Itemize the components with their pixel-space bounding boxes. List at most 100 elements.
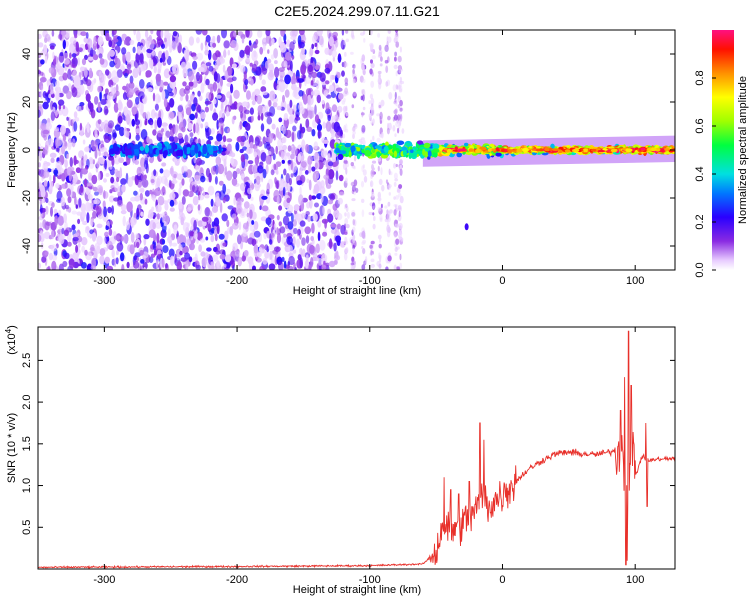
heatmap-cell xyxy=(209,210,213,217)
heatmap-cell xyxy=(71,87,78,98)
heatmap-cell xyxy=(146,48,153,54)
heatmap-cell xyxy=(386,185,391,191)
heatmap-cell xyxy=(153,55,159,64)
heatmap-cell xyxy=(345,224,350,229)
heatmap-cell xyxy=(299,220,306,227)
heatmap-cell xyxy=(62,105,66,110)
heatmap-cell xyxy=(125,220,130,231)
heatmap-cell xyxy=(301,145,305,153)
heatmap-cell xyxy=(296,238,300,248)
heatmap-cell xyxy=(281,256,285,263)
heatmap-cell xyxy=(219,254,226,260)
heatmap-cells xyxy=(38,30,675,270)
heatmap-cell xyxy=(230,83,234,94)
heatmap-cell xyxy=(78,242,81,248)
heatmap-cell xyxy=(236,168,241,175)
heatmap-cell xyxy=(107,120,115,129)
heatmap-cell xyxy=(239,182,247,192)
heatmap-cell xyxy=(378,44,382,51)
heatmap-cell xyxy=(222,196,226,204)
heatmap-cell xyxy=(332,31,339,38)
heatmap-cell xyxy=(133,190,138,196)
heatmap-cell xyxy=(378,51,383,57)
heatmap-cell xyxy=(253,244,259,254)
heatmap-cell xyxy=(297,78,304,83)
heatmap-cell xyxy=(226,170,233,181)
heatmap-cell xyxy=(314,171,320,179)
heatmap-cell xyxy=(249,209,253,219)
heatmap-cell xyxy=(343,108,346,116)
heatmap-cell xyxy=(247,237,255,245)
heatmap-cell xyxy=(148,39,155,50)
heatmap-cell xyxy=(120,178,127,186)
heatmap-cell xyxy=(350,51,354,55)
heatmap-cell xyxy=(372,212,375,216)
heatmap-cell xyxy=(360,112,365,116)
heatmap-cell xyxy=(152,129,157,136)
heatmap-cell xyxy=(246,147,253,155)
heatmap-cell xyxy=(352,236,355,244)
heatmap-cell xyxy=(135,96,140,105)
heatmap-cell xyxy=(135,134,140,141)
heatmap-cell xyxy=(225,188,231,194)
heatmap-cell xyxy=(69,157,74,168)
heatmap-cell xyxy=(93,36,97,47)
heatmap-cell xyxy=(40,230,43,237)
heatmap-cell xyxy=(233,196,236,206)
heatmap-cell xyxy=(169,199,175,207)
heatmap-cell xyxy=(74,34,78,39)
heatmap-cell xyxy=(55,90,60,101)
heatmap-cell xyxy=(182,235,187,245)
heatmap-cell xyxy=(241,37,245,44)
heatmap-cell xyxy=(193,156,197,164)
heatmap-cell xyxy=(87,56,94,61)
heatmap-cell xyxy=(191,103,196,112)
heatmap-cell xyxy=(204,100,212,105)
heatmap-cell xyxy=(361,124,366,133)
heatmap-cell xyxy=(223,40,230,49)
heatmap-cell xyxy=(379,104,383,109)
heatmap-cell xyxy=(81,58,87,66)
heatmap-cell xyxy=(84,249,88,256)
heatmap-cell xyxy=(64,252,70,259)
colorbar xyxy=(712,30,734,270)
heatmap-cell xyxy=(170,255,175,266)
heatmap-cell xyxy=(144,198,148,205)
heatmap-cell xyxy=(40,59,45,65)
heatmap-cell xyxy=(95,133,99,139)
heatmap-cell xyxy=(145,111,151,120)
heatmap-cell xyxy=(456,152,463,158)
heatmap-cell xyxy=(125,83,130,93)
heatmap-cell xyxy=(370,173,373,179)
heatmap-cell xyxy=(249,107,254,115)
heatmap-cell xyxy=(392,143,397,151)
heatmap-cell xyxy=(305,76,312,84)
heatmap-cell xyxy=(123,126,127,137)
heatmap-cell xyxy=(300,161,307,168)
heatmap-cell xyxy=(251,100,256,106)
heatmap-cell xyxy=(164,37,167,43)
heatmap-cell xyxy=(94,148,98,159)
heatmap-cell xyxy=(291,83,297,91)
heatmap-cell xyxy=(105,88,109,95)
heatmap-cell xyxy=(321,100,325,105)
heatmap-cell xyxy=(398,88,403,93)
heatmap-cell xyxy=(321,262,329,270)
heatmap-cell xyxy=(62,260,68,268)
heatmap-cell xyxy=(72,252,79,260)
heatmap-cell xyxy=(210,261,215,266)
heatmap-cell xyxy=(197,204,201,211)
heatmap-cell xyxy=(399,253,402,261)
heatmap-cell xyxy=(280,30,285,37)
heatmap-cell xyxy=(245,54,251,63)
heatmap-cell xyxy=(398,210,401,218)
heatmap-cell xyxy=(208,146,214,155)
heatmap-cell xyxy=(40,85,44,91)
heatmap-cell xyxy=(399,168,403,176)
heatmap-cell xyxy=(334,148,341,154)
snr-x-label: Height of straight line (km) xyxy=(293,584,421,596)
heatmap-cell xyxy=(174,160,180,166)
heatmap-cell xyxy=(100,99,107,105)
heatmap-cell xyxy=(38,109,41,118)
heatmap-cell xyxy=(219,249,226,255)
